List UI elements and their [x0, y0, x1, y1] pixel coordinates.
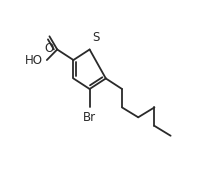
Text: Br: Br — [83, 111, 96, 124]
Text: O: O — [45, 42, 54, 55]
Text: S: S — [92, 31, 99, 44]
Text: HO: HO — [25, 54, 43, 67]
